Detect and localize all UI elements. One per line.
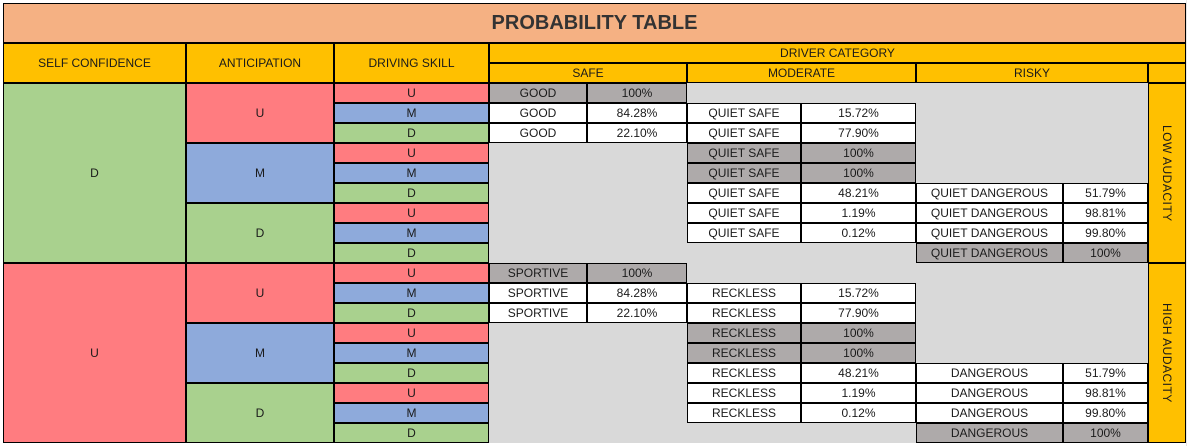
anticipation-cell: D [186, 203, 334, 263]
anticipation-cell: M [186, 143, 334, 203]
moderate-category-cell: QUIET SAFE [687, 103, 801, 123]
anticipation-cell: M [186, 323, 334, 383]
safe-probability-cell: 22.10% [587, 303, 687, 323]
moderate-category-cell: QUIET SAFE [687, 203, 801, 223]
moderate-probability-cell: 1.19% [801, 203, 916, 223]
moderate-probability-cell: 48.21% [801, 183, 916, 203]
risky-category-cell: QUIET DANGEROUS [916, 203, 1063, 223]
driving-skill-cell: D [334, 183, 489, 203]
risky-probability-cell: 100% [1063, 423, 1148, 443]
driving-skill-cell: M [334, 283, 489, 303]
risky-category-cell: DANGEROUS [916, 423, 1063, 443]
moderate-category-cell: RECKLESS [687, 403, 801, 423]
moderate-category-cell: RECKLESS [687, 303, 801, 323]
risky-category-cell: QUIET DANGEROUS [916, 223, 1063, 243]
risky-category-cell: DANGEROUS [916, 363, 1063, 383]
risky-probability-cell: 98.81% [1063, 203, 1148, 223]
moderate-category-cell: QUIET SAFE [687, 143, 801, 163]
header-driver-category: DRIVER CATEGORY [489, 43, 1186, 63]
audacity-label [1148, 83, 1186, 263]
header-driving-skill: DRIVING SKILL [334, 43, 489, 83]
safe-category-cell: SPORTIVE [489, 263, 587, 283]
safe-category-cell: GOOD [489, 123, 587, 143]
risky-category-cell: DANGEROUS [916, 403, 1063, 423]
header-moderate: MODERATE [687, 63, 916, 83]
risky-probability-cell: 51.79% [1063, 183, 1148, 203]
moderate-probability-cell: 100% [801, 143, 916, 163]
risky-probability-cell: 99.80% [1063, 403, 1148, 423]
driving-skill-cell: D [334, 123, 489, 143]
self-confidence-cell: D [3, 83, 186, 263]
risky-category-cell: QUIET DANGEROUS [916, 183, 1063, 203]
moderate-category-cell: QUIET SAFE [687, 183, 801, 203]
risky-category-cell: QUIET DANGEROUS [916, 243, 1063, 263]
driving-skill-cell: D [334, 303, 489, 323]
moderate-probability-cell: 100% [801, 343, 916, 363]
moderate-category-cell: RECKLESS [687, 363, 801, 383]
header-risky: RISKY [916, 63, 1148, 83]
safe-probability-cell: 100% [587, 83, 687, 103]
moderate-probability-cell: 77.90% [801, 303, 916, 323]
safe-probability-cell: 22.10% [587, 123, 687, 143]
safe-category-cell: SPORTIVE [489, 283, 587, 303]
moderate-probability-cell: 100% [801, 163, 916, 183]
driving-skill-cell: M [334, 403, 489, 423]
moderate-probability-cell: 0.12% [801, 403, 916, 423]
moderate-category-cell: RECKLESS [687, 323, 801, 343]
header-blank [1148, 63, 1186, 83]
risky-probability-cell: 98.81% [1063, 383, 1148, 403]
table-title: PROBABILITY TABLE [3, 3, 1186, 43]
header-anticipation: ANTICIPATION [186, 43, 334, 83]
audacity-label-text: HIGH AUDACITY [1160, 303, 1174, 403]
driving-skill-cell: M [334, 343, 489, 363]
risky-probability-cell: 100% [1063, 243, 1148, 263]
driving-skill-cell: U [334, 203, 489, 223]
anticipation-cell: D [186, 383, 334, 443]
moderate-category-cell: RECKLESS [687, 383, 801, 403]
moderate-probability-cell: 100% [801, 323, 916, 343]
moderate-category-cell: QUIET SAFE [687, 223, 801, 243]
anticipation-cell: U [186, 263, 334, 323]
risky-category-cell: DANGEROUS [916, 383, 1063, 403]
moderate-probability-cell: 15.72% [801, 103, 916, 123]
driving-skill-cell: D [334, 423, 489, 443]
moderate-category-cell: QUIET SAFE [687, 163, 801, 183]
risky-probability-cell: 99.80% [1063, 223, 1148, 243]
moderate-probability-cell: 0.12% [801, 223, 916, 243]
driving-skill-cell: M [334, 163, 489, 183]
driving-skill-cell: M [334, 103, 489, 123]
self-confidence-cell: U [3, 263, 186, 443]
moderate-probability-cell: 48.21% [801, 363, 916, 383]
driving-skill-cell: U [334, 143, 489, 163]
header-safe: SAFE [489, 63, 687, 83]
safe-probability-cell: 84.28% [587, 103, 687, 123]
safe-probability-cell: 84.28% [587, 283, 687, 303]
moderate-category-cell: RECKLESS [687, 343, 801, 363]
moderate-probability-cell: 15.72% [801, 283, 916, 303]
anticipation-cell: U [186, 83, 334, 143]
driving-skill-cell: U [334, 263, 489, 283]
audacity-label-text: LOW AUDACITY [1160, 124, 1174, 222]
header-self-confidence: SELF CONFIDENCE [3, 43, 186, 83]
safe-category-cell: SPORTIVE [489, 303, 587, 323]
moderate-probability-cell: 1.19% [801, 383, 916, 403]
risky-probability-cell: 51.79% [1063, 363, 1148, 383]
gridline [1186, 0, 1187, 446]
driving-skill-cell: M [334, 223, 489, 243]
moderate-category-cell: QUIET SAFE [687, 123, 801, 143]
driving-skill-cell: U [334, 323, 489, 343]
safe-category-cell: GOOD [489, 83, 587, 103]
audacity-label [1148, 263, 1186, 443]
moderate-probability-cell: 77.90% [801, 123, 916, 143]
moderate-category-cell: RECKLESS [687, 283, 801, 303]
driving-skill-cell: D [334, 243, 489, 263]
safe-probability-cell: 100% [587, 263, 687, 283]
driving-skill-cell: U [334, 383, 489, 403]
driving-skill-cell: U [334, 83, 489, 103]
safe-category-cell: GOOD [489, 103, 587, 123]
driving-skill-cell: D [334, 363, 489, 383]
